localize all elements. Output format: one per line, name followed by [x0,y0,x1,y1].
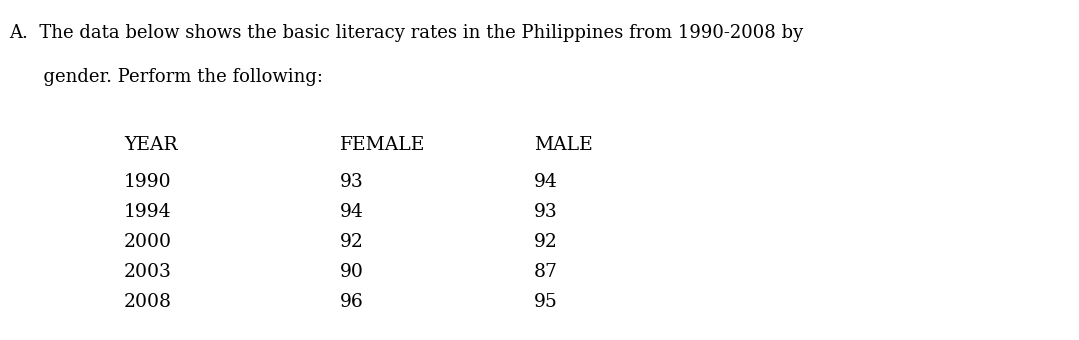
Text: 93: 93 [340,173,364,191]
Text: 94: 94 [534,173,558,191]
Text: 90: 90 [340,263,364,281]
Text: A.  The data below shows the basic literacy rates in the Philippines from 1990-2: A. The data below shows the basic litera… [9,24,803,42]
Text: 2003: 2003 [124,263,172,281]
Text: 1994: 1994 [124,203,172,221]
Text: YEAR: YEAR [124,136,178,154]
Text: 96: 96 [340,293,364,311]
Text: 87: 87 [534,263,558,281]
Text: 2000: 2000 [124,233,172,251]
Text: 93: 93 [534,203,558,221]
Text: gender. Perform the following:: gender. Perform the following: [9,68,323,86]
Text: 2008: 2008 [124,293,172,311]
Text: FEMALE: FEMALE [340,136,425,154]
Text: 92: 92 [534,233,558,251]
Text: MALE: MALE [534,136,592,154]
Text: 92: 92 [340,233,364,251]
Text: 95: 95 [534,293,558,311]
Text: 94: 94 [340,203,364,221]
Text: 1990: 1990 [124,173,172,191]
